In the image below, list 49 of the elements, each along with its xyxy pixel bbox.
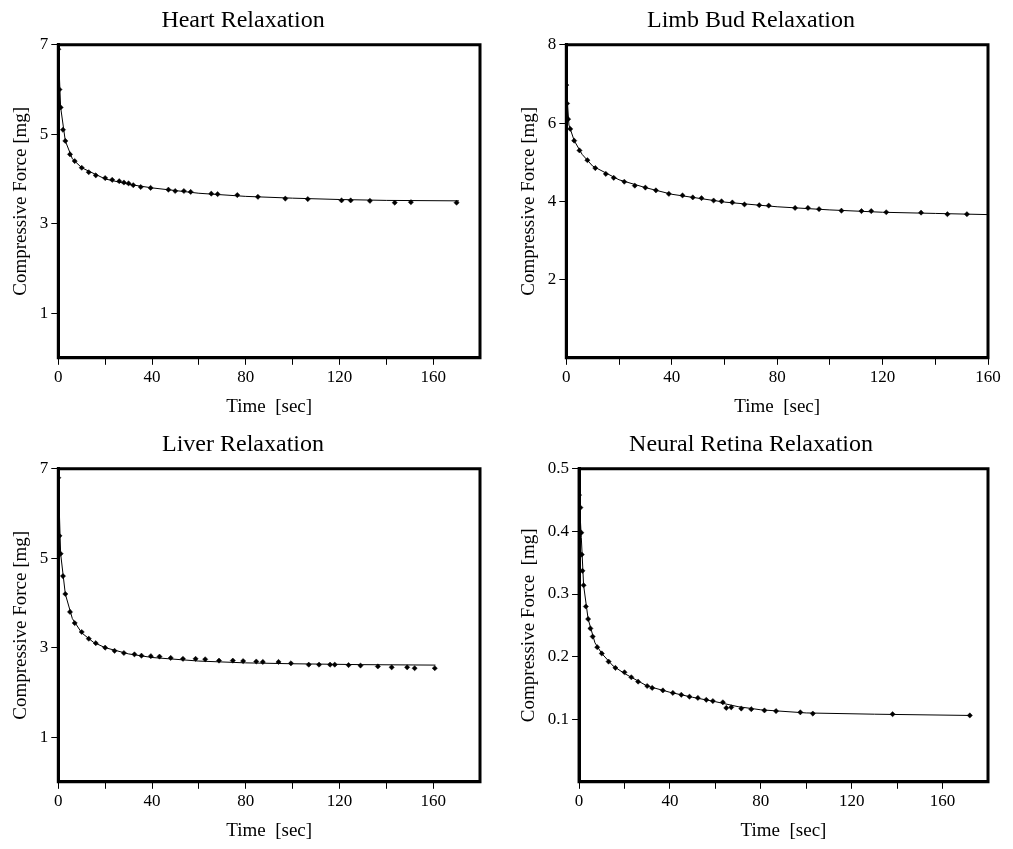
x-tick-label: 120 bbox=[326, 791, 353, 811]
x-tick-label: 120 bbox=[326, 367, 353, 387]
x-tick-label: 160 bbox=[929, 791, 956, 811]
x-axis-title: Time [sec] bbox=[226, 818, 313, 840]
chart-title: Neural Retina Relaxation bbox=[629, 429, 873, 456]
x-axis-title: Time [sec] bbox=[226, 394, 313, 416]
y-tick-label: 1 bbox=[39, 726, 49, 746]
y-tick-label: 0.5 bbox=[547, 458, 570, 478]
y-tick-label: 2 bbox=[547, 269, 557, 289]
y-tick-label: 4 bbox=[547, 190, 557, 210]
x-tick-label: 0 bbox=[574, 791, 584, 811]
y-axis-title: Compressive Force [mg] bbox=[9, 106, 31, 296]
x-tick-label: 120 bbox=[838, 791, 865, 811]
x-tick-label: 80 bbox=[768, 367, 786, 387]
x-tick-label: 80 bbox=[237, 791, 255, 811]
x-tick-label: 160 bbox=[975, 367, 1001, 387]
x-axis-title: Time [sec] bbox=[740, 818, 827, 840]
y-axis-title: Compressive Force [mg] bbox=[9, 530, 31, 720]
y-tick-label: 0.2 bbox=[547, 646, 570, 666]
x-tick-label: 120 bbox=[869, 367, 896, 387]
x-tick-label: 0 bbox=[562, 367, 571, 387]
y-tick-label: 5 bbox=[39, 123, 49, 143]
y-tick-label: 6 bbox=[547, 112, 557, 132]
y-tick-label: 8 bbox=[547, 34, 557, 54]
y-axis-title: Compressive Force [mg] bbox=[517, 528, 539, 723]
chart-title: Liver Relaxation bbox=[162, 429, 324, 456]
y-tick-label: 0.3 bbox=[547, 583, 570, 603]
y-tick-label: 7 bbox=[39, 34, 49, 54]
x-tick-label: 40 bbox=[661, 791, 679, 811]
chart-title: Heart Relaxation bbox=[161, 5, 325, 32]
y-tick-label: 0.1 bbox=[547, 708, 570, 728]
x-tick-label: 80 bbox=[752, 791, 770, 811]
chart-title: Limb Bud Relaxation bbox=[647, 5, 855, 32]
x-tick-label: 160 bbox=[420, 367, 446, 387]
y-tick-label: 3 bbox=[39, 213, 49, 233]
x-tick-label: 0 bbox=[54, 791, 63, 811]
y-tick-label: 3 bbox=[39, 637, 49, 657]
x-tick-label: 40 bbox=[143, 791, 161, 811]
y-tick-label: 1 bbox=[39, 302, 49, 322]
y-tick-label: 0.4 bbox=[547, 520, 570, 540]
y-tick-label: 7 bbox=[39, 458, 49, 478]
y-tick-label: 5 bbox=[39, 547, 49, 567]
x-tick-label: 40 bbox=[663, 367, 681, 387]
x-axis-title: Time [sec] bbox=[734, 394, 821, 416]
x-tick-label: 160 bbox=[420, 791, 446, 811]
y-axis-title: Compressive Force [mg] bbox=[517, 106, 539, 296]
x-tick-label: 80 bbox=[237, 367, 255, 387]
x-tick-label: 0 bbox=[54, 367, 63, 387]
x-tick-label: 40 bbox=[143, 367, 161, 387]
